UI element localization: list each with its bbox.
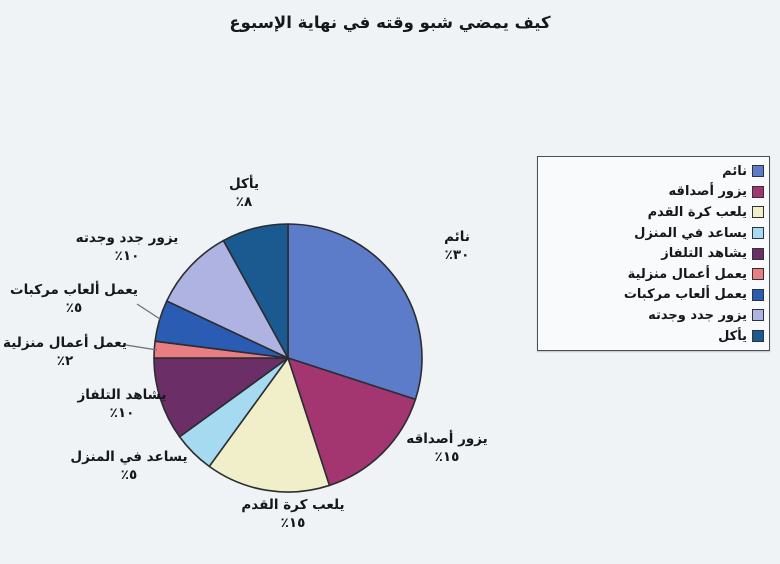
slice-label-text: يعمل أعمال منزلية — [3, 335, 127, 351]
legend-item: نائم — [542, 161, 764, 182]
slice-label-text: يشاهد التلفاز — [77, 387, 167, 403]
legend-label: يساعد في المنزل — [634, 225, 747, 241]
slice-label-percent: ٣٠٪ — [444, 247, 470, 263]
legend-swatch — [752, 165, 764, 178]
slice-label-percent: ١٥٪ — [280, 515, 306, 531]
slice-label-percent: ٢٪ — [56, 353, 74, 369]
slice-label-percent: ١٠٪ — [114, 248, 140, 264]
slice-label-percent: ١٠٪ — [109, 405, 135, 421]
legend-label: يزور جدد وجدته — [648, 307, 747, 323]
legend-item: يلعب كرة القدم — [542, 202, 764, 223]
slice-label-percent: ١٥٪ — [434, 449, 460, 465]
pie-slice — [153, 357, 289, 438]
legend-item: يعمل ألعاب مركبات — [542, 285, 764, 306]
slice-label-percent: ٥٪ — [120, 467, 138, 483]
legend-label: يعمل أعمال منزلية — [627, 266, 747, 282]
legend-swatch — [752, 288, 764, 301]
pie-slice — [165, 239, 289, 359]
pie-slice — [287, 223, 423, 401]
legend-label: يأكل — [718, 328, 747, 344]
legend-item: يزور أصداقه — [542, 182, 764, 203]
legend-item: يعمل أعمال منزلية — [542, 264, 764, 285]
slice-label: يزور جدد وجدته ١٠٪ — [53, 229, 201, 265]
slice-label: يأكل ٨٪ — [201, 175, 287, 211]
legend-swatch — [752, 227, 764, 240]
slice-label-percent: ٥٪ — [65, 300, 83, 316]
slice-label-text: يزور جدد وجدته — [75, 230, 179, 246]
slice-label-percent: ٨٪ — [235, 194, 253, 210]
legend-swatch — [752, 330, 764, 343]
slice-label: يشاهد التلفاز ١٠٪ — [66, 386, 178, 422]
legend-swatch — [752, 268, 764, 281]
legend-item: يساعد في المنزل — [542, 223, 764, 244]
legend-item: يأكل — [542, 326, 764, 347]
legend-label: يلعب كرة القدم — [647, 204, 747, 220]
pie-slice — [208, 357, 331, 493]
slice-label-text: يأكل — [228, 176, 260, 192]
slice-label: يلعب كرة القدم ١٥٪ — [229, 496, 357, 532]
slice-label: نائم ٣٠٪ — [412, 228, 502, 264]
chart-title: كيف يمضي شبو وقته في نهاية الإسبوع — [229, 13, 551, 32]
legend-label: يزور أصداقه — [668, 184, 747, 200]
slice-label: يعمل ألعاب مركبات ٥٪ — [7, 281, 141, 317]
slice-label: يزور أصداقه ١٥٪ — [393, 430, 501, 466]
legend-swatch — [752, 185, 764, 198]
legend: نائم يزور أصداقه يلعب كرة القدم يساعد في ال… — [537, 156, 770, 351]
legend-label: نائم — [722, 163, 747, 179]
slice-label: يعمل أعمال منزلية ٢٪ — [2, 334, 128, 370]
slice-label-text: يلعب كرة القدم — [241, 497, 345, 513]
slice-label-text: يساعد في المنزل — [70, 449, 188, 465]
leader-line — [125, 344, 158, 351]
slice-label-text: نائم — [444, 229, 470, 245]
slice-label-text: يزور أصداقه — [406, 431, 488, 447]
slice-label-text: يعمل ألعاب مركبات — [10, 282, 138, 298]
legend-item: يزور جدد وجدته — [542, 305, 764, 326]
legend-item: يشاهد التلفاز — [542, 243, 764, 264]
leader-line — [136, 303, 161, 320]
legend-label: يشاهد التلفاز — [661, 246, 747, 262]
legend-label: يعمل ألعاب مركبات — [623, 287, 747, 303]
slice-label: يساعد في المنزل ٥٪ — [68, 448, 190, 484]
pie-slice — [222, 223, 289, 359]
legend-swatch — [752, 247, 764, 260]
legend-swatch — [752, 309, 764, 322]
legend-swatch — [752, 206, 764, 219]
